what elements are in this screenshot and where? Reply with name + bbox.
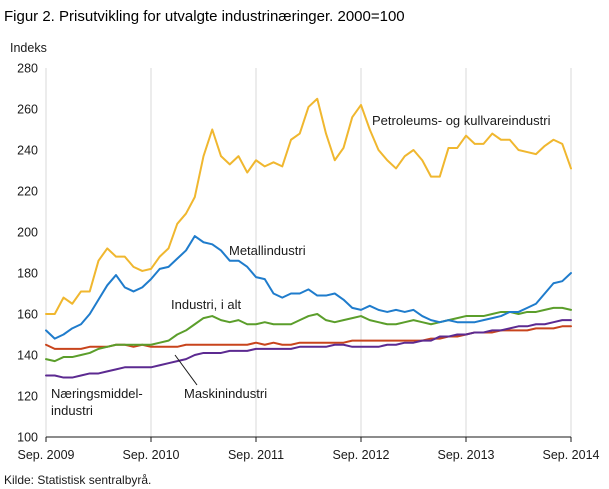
- x-tick-label: Sep. 2013: [438, 448, 495, 462]
- annotation-industri-i-alt: Industri, i alt: [171, 297, 241, 312]
- x-tick-label: Sep. 2009: [18, 448, 75, 462]
- annotation-naeringsmiddel-line1: Næringsmiddel-: [51, 386, 143, 401]
- x-tick-label: Sep. 2012: [333, 448, 390, 462]
- annotation-metallindustri: Metallindustri: [229, 243, 306, 258]
- y-axis-label: Indeks: [10, 41, 47, 55]
- y-tick-label: 100: [17, 431, 38, 445]
- series-line-1: [45, 235, 572, 340]
- annotation-petroleum: Petroleums- og kullvareindustri: [372, 113, 551, 128]
- y-tick-label: 200: [17, 226, 38, 240]
- y-tick-label: 120: [17, 390, 38, 404]
- y-tick-label: 180: [17, 267, 38, 281]
- x-axis-ticks: Sep. 2009 Sep. 2010 Sep. 2011 Sep. 2012 Sep.…: [18, 437, 600, 462]
- y-tick-label: 280: [17, 62, 38, 76]
- source-note: Kilde: Statistisk sentralbyrå.: [4, 473, 151, 487]
- y-axis-ticks: 100 120 140 160 180 200 220 240 260 280: [17, 62, 38, 445]
- y-tick-label: 160: [17, 308, 38, 322]
- annotation-pointer-maskinindustri: [174, 354, 198, 386]
- x-tick-label: Sep. 2014: [543, 448, 600, 462]
- series-line-0: [45, 97, 572, 315]
- chart-title: Figur 2. Prisutvikling for utvalgte indu…: [4, 8, 405, 25]
- series-lines: [45, 97, 572, 379]
- y-tick-label: 260: [17, 103, 38, 117]
- y-tick-label: 140: [17, 349, 38, 363]
- series-line-4: [45, 319, 572, 379]
- x-tick-label: Sep. 2011: [228, 448, 284, 462]
- y-tick-label: 240: [17, 144, 38, 158]
- annotation-maskinindustri: Maskinindustri: [184, 386, 267, 401]
- series-line-2: [45, 306, 572, 363]
- series-annotations: Petroleums- og kullvareindustri Metallin…: [51, 113, 551, 418]
- annotation-naeringsmiddel-line2: industri: [51, 403, 93, 418]
- x-tick-label: Sep. 2010: [123, 448, 180, 462]
- y-tick-label: 220: [17, 185, 38, 199]
